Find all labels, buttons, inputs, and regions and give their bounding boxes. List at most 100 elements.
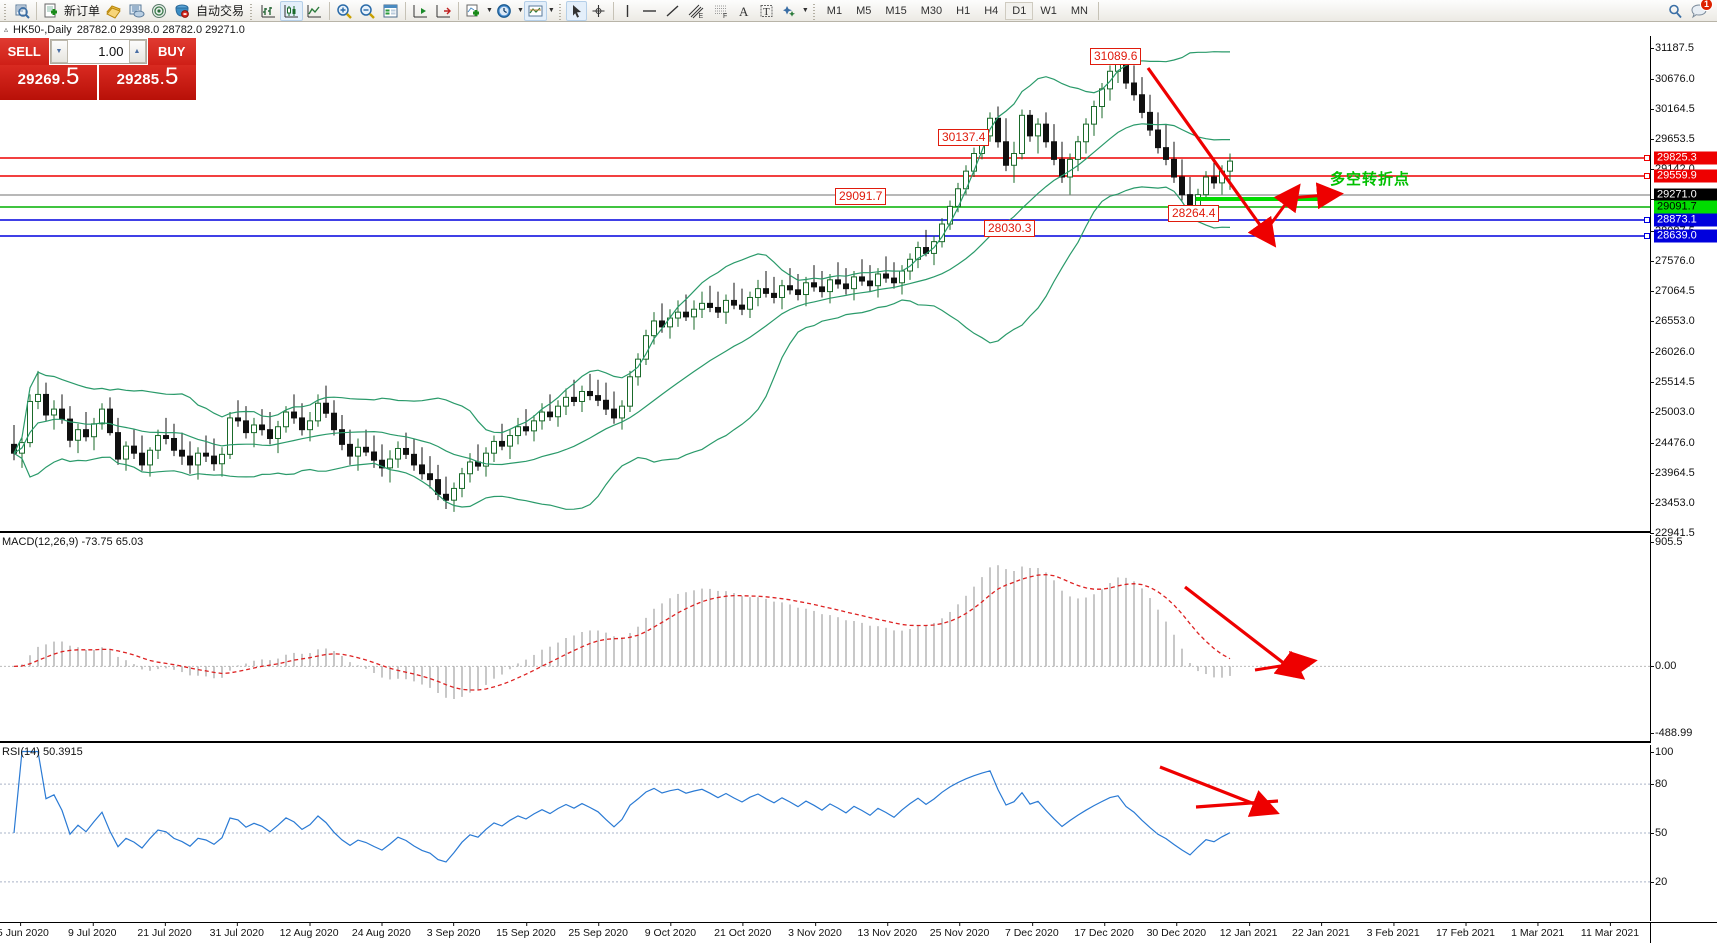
date-tick: 12 Jan 2021 [1219,922,1278,939]
buy-price-separator: . [160,72,164,87]
macd-pane[interactable]: MACD(12,26,9) -73.75 65.03 [0,535,1650,743]
price-tick: 30164.5 [1650,102,1695,115]
candlestick-chart-icon[interactable] [280,0,304,21]
macd-tick: 905.5 [1650,536,1683,549]
sell-button[interactable]: SELL [0,38,49,65]
period-chevron-down-icon[interactable]: ▼ [516,7,524,14]
one-click-trading-panel[interactable]: SELL ▼ 1.00 ▲ BUY 29269 . 5 29285 . 5 [0,38,197,100]
tab-timeframe-d1[interactable]: D1 [1005,1,1034,20]
cursor-arrow-icon[interactable] [565,0,587,21]
price-level-label[interactable]: 29271.0 [1654,188,1717,202]
toolbar-divider-4 [458,1,460,20]
price-axis[interactable]: 31187.530676.030164.529653.529142.028630… [1650,36,1717,539]
price-level-label[interactable]: 28639.0 [1654,229,1717,243]
tab-timeframe-mn[interactable]: MN [1070,4,1088,17]
date-tick: 24 Aug 2020 [351,922,411,939]
magnifier-data-window-icon[interactable] [11,1,33,21]
templates-chevron-down-icon[interactable]: ▼ [547,7,555,14]
crosshair-icon[interactable] [587,1,610,21]
line-chart-icon[interactable] [303,1,326,21]
volume-decrease-icon[interactable]: ▼ [50,40,68,63]
templates-icon[interactable] [523,0,547,21]
date-tick: 13 Nov 2020 [857,922,918,939]
sell-price-separator: . [61,72,65,87]
rsi-pane[interactable]: RSI(14) 50.3915 [0,745,1650,921]
signals-icon[interactable] [148,1,171,21]
new-order-label[interactable]: 新订单 [64,4,101,18]
macd-axis[interactable]: 905.5 0.00 -488.99 [1649,535,1717,743]
buy-button[interactable]: BUY [147,38,197,65]
price-tick: 23453.0 [1650,496,1695,509]
annotation-29091[interactable]: 29091.7 [835,188,887,205]
price-level-label[interactable]: 29559.9 [1654,169,1717,183]
chart-canvas-area[interactable]: 31187.530676.030164.529653.529142.028630… [0,36,1717,943]
price-pane[interactable] [0,36,1650,533]
tab-timeframe-h1[interactable]: H1 [956,4,971,17]
date-tick: 3 Sep 2020 [426,922,481,939]
sell-price-display[interactable]: 29269 . 5 [0,65,97,100]
trendline-icon[interactable] [661,1,684,21]
tab-timeframe-w1[interactable]: W1 [1040,4,1057,17]
annotation-28264[interactable]: 28264.4 [1168,205,1220,222]
bar-chart-icon[interactable] [257,1,280,21]
toolbar-grip-2[interactable] [248,1,256,20]
price-line-handle[interactable] [1644,173,1650,179]
vertical-line-icon[interactable] [617,1,638,21]
rsi-axis[interactable]: 100 80 50 20 [1649,745,1717,921]
add-indicator-icon[interactable] [462,1,485,21]
search-icon[interactable] [1664,1,1687,21]
auto-trading-label[interactable]: 自动交易 [196,4,245,18]
zoom-in-icon[interactable] [333,1,356,21]
toolbar-grip-4[interactable] [810,1,818,20]
shapes-chevron-down-icon[interactable]: ▼ [801,7,809,14]
annotation-31089[interactable]: 31089.6 [1090,48,1142,65]
data-window-icon[interactable] [379,1,402,21]
symbol-name: HK50-,Daily [13,23,72,36]
metaeditor-icon[interactable] [102,1,125,21]
main-toolbar: 新订单 自动交易 [0,0,1717,22]
price-level-label[interactable]: 29825.3 [1654,151,1717,165]
toolbar-divider-5 [612,1,614,20]
period-clock-icon[interactable] [493,1,516,21]
price-tick: 25514.5 [1650,375,1695,388]
equidistant-channel-icon[interactable]: E [684,1,709,21]
toolbar-grip-3[interactable] [556,1,564,20]
macd-tick: 0.00 [1649,660,1677,673]
notification-bubble-icon[interactable]: 1 [1687,0,1713,21]
chart-shift-icon[interactable] [432,1,455,21]
text-box-icon[interactable]: T [755,1,778,21]
fibonacci-retracement-icon[interactable]: F [709,1,734,21]
tab-timeframe-m30[interactable]: M30 [920,4,943,17]
svg-text:F: F [723,13,727,19]
tab-timeframe-m15[interactable]: M15 [885,4,907,17]
annotation-30137[interactable]: 30137.4 [938,129,990,146]
terminal-icon[interactable] [125,1,148,21]
shapes-arrows-icon[interactable] [778,1,801,21]
date-axis[interactable]: 25 Jun 2020 9 Jul 2020 21 Jul 2020 31 Jul 2… [0,922,1650,943]
text-label-icon[interactable]: A [734,1,755,21]
date-tick: 31 Jul 2020 [209,922,264,939]
chinese-annotation-note[interactable]: 多空转折点 [1330,171,1411,188]
rsi-tick: 100 [1649,745,1674,758]
price-line-handle[interactable] [1644,217,1650,223]
volume-stepper[interactable]: ▼ 1.00 ▲ [49,39,147,64]
add-indicator-chevron-down-icon[interactable]: ▼ [486,7,493,14]
auto-scroll-icon[interactable] [409,1,432,21]
horizontal-line-icon[interactable] [638,1,661,21]
volume-increase-icon[interactable]: ▲ [128,40,146,63]
price-line-handle[interactable] [1644,155,1650,161]
price-level-label[interactable]: 28873.1 [1654,213,1717,227]
tab-timeframe-h4[interactable]: H4 [984,4,999,17]
price-line-handle[interactable] [1644,233,1650,239]
buy-price-display[interactable]: 29285 . 5 [99,65,196,100]
annotation-28030[interactable]: 28030.3 [984,220,1036,237]
toolbar-grip[interactable] [2,1,9,20]
volume-input[interactable]: 1.00 [67,40,129,63]
svg-text:T: T [763,6,770,18]
price-level-label[interactable]: 29091.7 [1654,200,1717,214]
tab-timeframe-m1[interactable]: M1 [826,4,843,17]
new-order-icon[interactable] [40,1,62,21]
zoom-out-icon[interactable] [356,1,379,21]
tab-timeframe-m5[interactable]: M5 [856,4,872,17]
expert-advisor-icon[interactable] [171,1,194,21]
